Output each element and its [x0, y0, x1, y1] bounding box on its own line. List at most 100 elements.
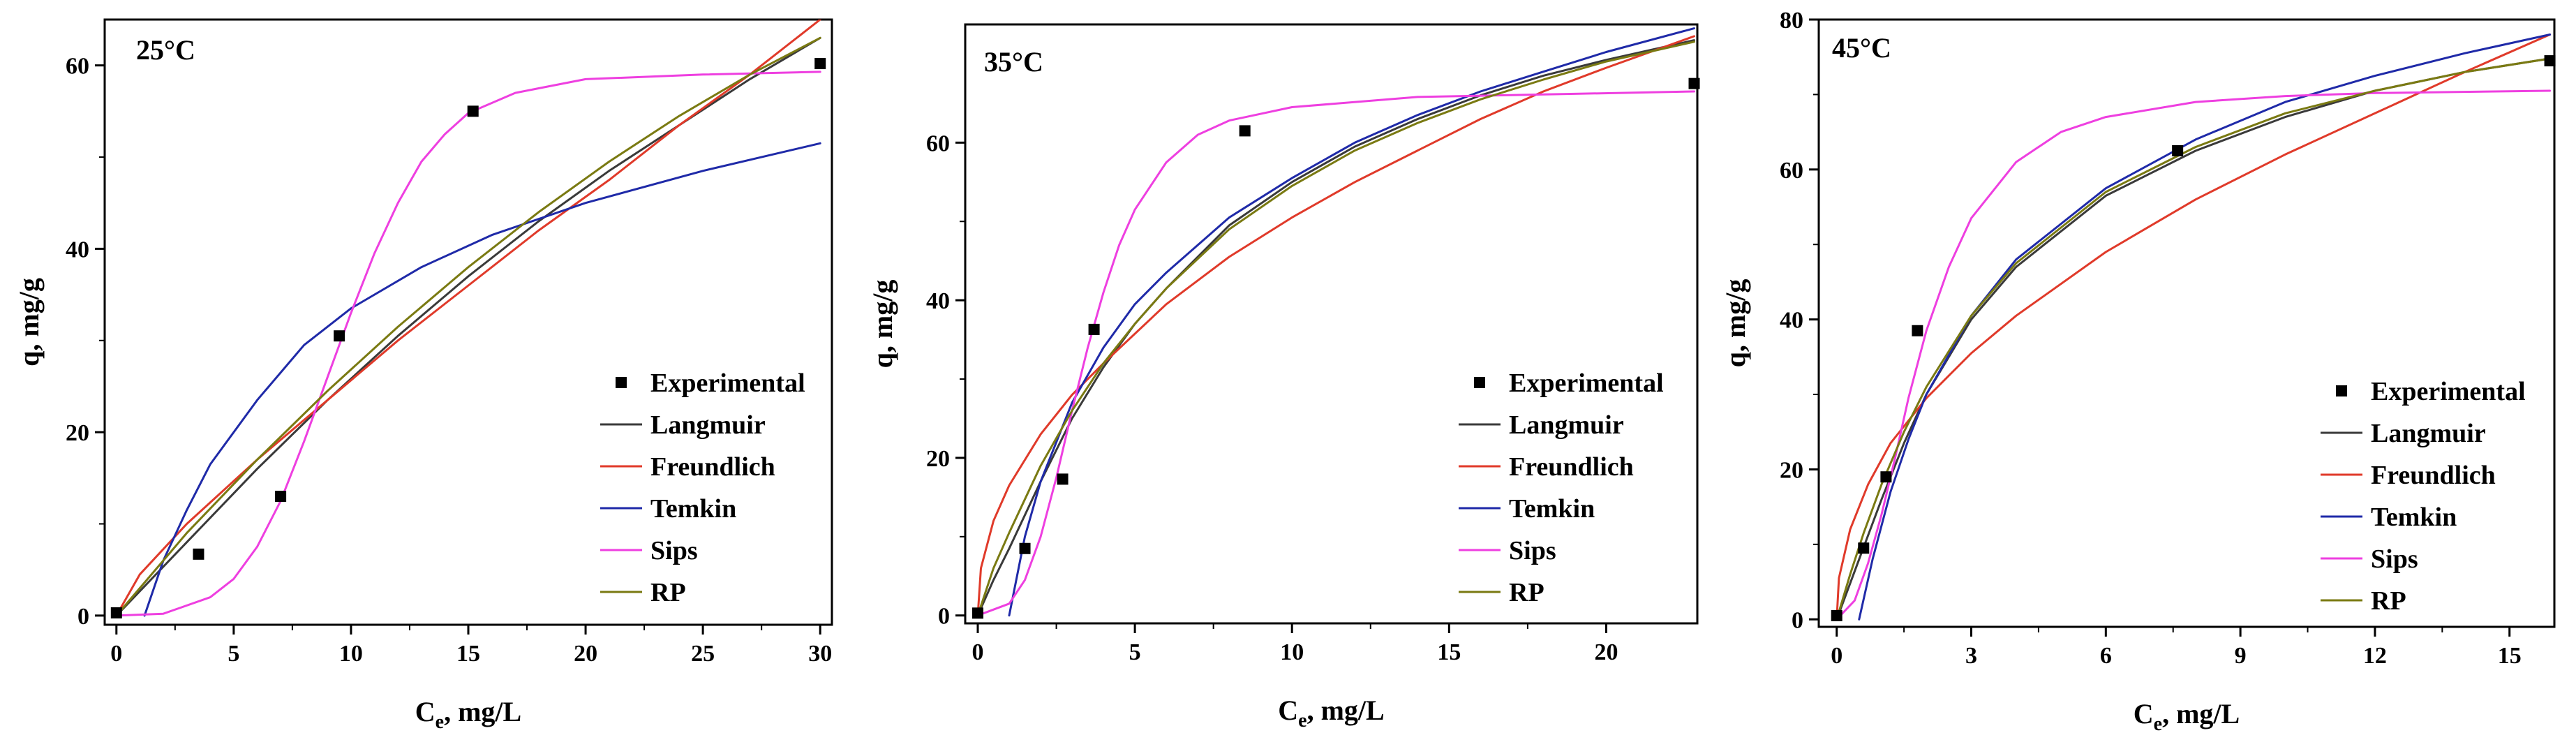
legend-label-freundlich: Freundlich: [2371, 461, 2496, 490]
y-tick-label: 60: [926, 131, 950, 156]
series-freundlich-line: [115, 20, 821, 617]
x-tick-label: 10: [339, 641, 363, 667]
experimental-point: [1057, 473, 1069, 485]
x-tick-label: 12: [2363, 643, 2387, 669]
legend-label-langmuir: Langmuir: [650, 410, 766, 440]
series-langmuir-line: [976, 39, 1695, 617]
x-tick-label: 6: [2100, 643, 2112, 669]
legend-label-sips: Sips: [1509, 536, 1556, 565]
x-tick-label: 15: [2498, 643, 2522, 669]
series-sips-line: [976, 90, 1695, 617]
series-sips-line: [115, 71, 821, 617]
chart-panel-2: 0 5 10 15 20 0 20 40 60 Ce, mg/L q, mg/g 35°C Experi…: [867, 23, 1700, 732]
experimental-point: [1088, 323, 1100, 335]
x-tick-label: 10: [1280, 639, 1304, 665]
experimental-point: [1880, 471, 1892, 483]
x-tick-label: 20: [574, 641, 597, 667]
legend-marker-experimental: [2336, 385, 2347, 396]
y-axis-title: q, mg/g: [1720, 279, 1751, 368]
series-sips-line: [1836, 89, 2552, 621]
x-axis-title: Ce, mg/L: [2134, 698, 2240, 735]
x-tick-label: 0: [972, 639, 984, 665]
legend-label-langmuir: Langmuir: [1509, 410, 1624, 440]
experimental-point: [1831, 609, 1842, 621]
x-tick-label: 0: [1831, 643, 1842, 669]
experimental-point: [972, 607, 984, 619]
x-tick-label: 25: [691, 641, 715, 667]
legend-label-experimental: Experimental: [650, 369, 805, 398]
experimental-point: [2172, 144, 2184, 156]
experimental-point: [2544, 55, 2556, 67]
x-tick-label: 30: [808, 641, 832, 667]
panel-title: 25°C: [136, 34, 195, 66]
series-freundlich-line: [976, 35, 1695, 617]
experimental-point: [467, 105, 479, 117]
series-temkin-line: [143, 142, 821, 617]
series-langmuir-line: [115, 36, 821, 617]
experimental-point: [1239, 125, 1251, 137]
y-axis-title: q, mg/g: [867, 280, 898, 369]
y-tick-label: 80: [1780, 8, 1803, 34]
x-tick-label: 3: [1965, 643, 1977, 669]
experimental-point: [814, 58, 826, 70]
series-temkin-line: [1008, 27, 1695, 617]
legend-label-rp: RP: [650, 578, 686, 607]
experimental-point: [1912, 325, 1923, 336]
experimental-point: [1019, 542, 1031, 554]
y-tick-label: 20: [66, 420, 89, 446]
y-tick-label: 60: [1780, 158, 1803, 184]
y-tick-label: 40: [1780, 308, 1803, 334]
legend-label-rp: RP: [1509, 578, 1544, 607]
legend-label-temkin: Temkin: [2371, 503, 2457, 532]
legend-label-rp: RP: [2371, 586, 2406, 616]
x-tick-label: 15: [1437, 639, 1461, 665]
x-tick-label: 15: [456, 641, 480, 667]
x-axis-title: Ce, mg/L: [415, 696, 521, 733]
legend-label-freundlich: Freundlich: [1509, 452, 1634, 482]
chart-panel-3: 0 3 6 9 12 15 0 20 40 60 80 Ce, mg/L q, mg/g 45°C Expe…: [1720, 8, 2556, 735]
panel-title: 45°C: [1832, 32, 1891, 64]
legend-label-langmuir: Langmuir: [2371, 419, 2486, 448]
experimental-point: [193, 548, 204, 560]
plot-frame: [1817, 18, 2556, 628]
x-tick-label: 5: [1129, 639, 1141, 665]
y-tick-label: 0: [1792, 607, 1803, 633]
legend-marker-experimental: [616, 377, 627, 388]
legend: Experimental Langmuir Freundlich Temkin Sips…: [1459, 369, 1664, 607]
chart-panel-1: 0 5 10 15 20 25 30 0 20 40 60 Ce, mg/L q, mg/g 25°C Ex…: [13, 18, 833, 733]
series-rp-line: [115, 36, 821, 617]
legend-label-experimental: Experimental: [2371, 377, 2526, 406]
y-tick-label: 0: [938, 604, 950, 630]
experimental-point: [110, 607, 122, 618]
y-tick-label: 40: [66, 237, 89, 262]
legend-label-temkin: Temkin: [650, 494, 736, 524]
plot-frame: [964, 23, 1699, 625]
legend-label-sips: Sips: [650, 536, 698, 565]
y-tick-label: 60: [66, 54, 89, 80]
x-axis-title: Ce, mg/L: [1278, 695, 1384, 732]
series-temkin-line: [1858, 34, 2552, 621]
y-tick-label: 0: [77, 604, 89, 630]
series-rp-line: [1836, 57, 2552, 621]
x-tick-label: 0: [110, 641, 122, 667]
y-tick-label: 20: [926, 446, 950, 472]
legend-label-temkin: Temkin: [1509, 494, 1595, 524]
legend: Experimental Langmuir Freundlich Temkin Sips…: [600, 369, 805, 607]
y-axis-title: q, mg/g: [13, 278, 45, 366]
panel-title: 35°C: [984, 46, 1043, 77]
experimental-point: [1688, 77, 1700, 89]
experimental-point: [1858, 542, 1870, 554]
series-rp-line: [976, 40, 1695, 617]
legend-label-freundlich: Freundlich: [650, 452, 775, 482]
x-tick-label: 9: [2235, 643, 2247, 669]
experimental-point: [334, 330, 345, 342]
x-tick-label: 5: [228, 641, 239, 667]
legend: Experimental Langmuir Freundlich Temkin Sips…: [2321, 377, 2526, 616]
legend-label-experimental: Experimental: [1509, 369, 1664, 398]
y-tick-label: 40: [926, 288, 950, 314]
experimental-point: [275, 491, 287, 503]
x-tick-label: 20: [1594, 639, 1618, 665]
y-tick-label: 20: [1780, 457, 1803, 483]
series-langmuir-line: [1836, 57, 2552, 621]
